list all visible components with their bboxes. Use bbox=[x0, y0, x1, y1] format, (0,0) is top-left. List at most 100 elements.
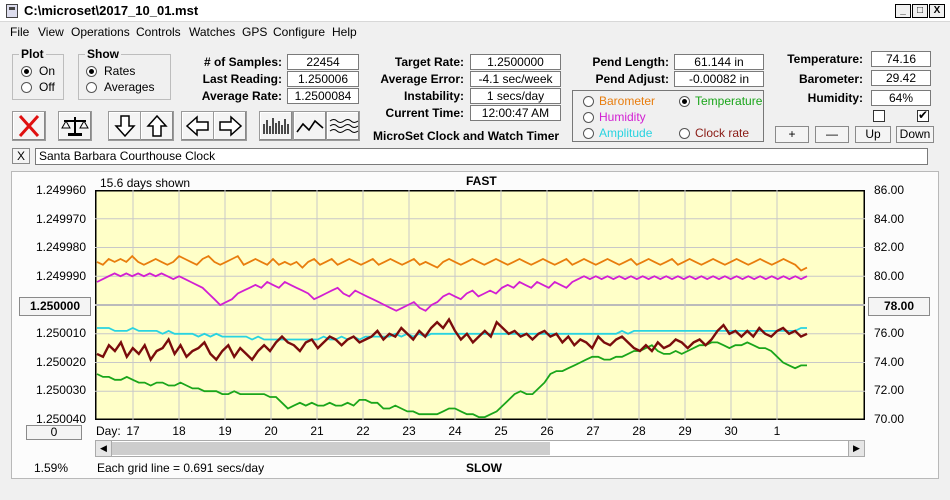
temperature-radio[interactable] bbox=[679, 96, 690, 107]
humidity-checkbox[interactable] bbox=[917, 108, 929, 122]
sensor-select-group: Barometer Temperature Humidity Amplitude… bbox=[572, 90, 764, 142]
scroll-thumb[interactable] bbox=[112, 442, 550, 455]
barometer-label: Barometer: bbox=[798, 72, 863, 86]
samples-label: # of Samples: bbox=[203, 55, 282, 69]
amplitude-radio[interactable] bbox=[583, 128, 594, 139]
pend-length-field[interactable]: 61.144 in bbox=[674, 54, 764, 70]
show-averages-radio[interactable] bbox=[86, 82, 97, 93]
offset-button[interactable]: 0 bbox=[26, 425, 82, 440]
scale-plus-button[interactable]: + bbox=[775, 126, 809, 143]
line-view-button[interactable] bbox=[293, 111, 327, 141]
y-tick-right: 70.00 bbox=[874, 412, 905, 426]
y-tick-left: 1.250010 bbox=[35, 326, 86, 340]
rate-plot[interactable] bbox=[95, 190, 865, 420]
plot-off-radio[interactable] bbox=[21, 82, 32, 93]
center-sensor-button[interactable]: 78.00 bbox=[868, 297, 930, 316]
y-tick-right: 86.00 bbox=[874, 183, 905, 197]
show-group-legend: Show bbox=[85, 47, 121, 61]
menu-operations[interactable]: Operations bbox=[71, 25, 130, 39]
wave-view-button[interactable] bbox=[326, 111, 360, 141]
grid-note-label: Each grid line = 0.691 secs/day bbox=[97, 461, 265, 475]
x-icon bbox=[18, 114, 40, 138]
instability-label: Instability: bbox=[403, 89, 464, 103]
scroll-left-button[interactable] bbox=[181, 111, 215, 141]
target-rate-field[interactable]: 1.2500000 bbox=[470, 54, 561, 70]
y-tick-left: 1.250020 bbox=[35, 355, 86, 369]
bar-view-button[interactable] bbox=[259, 111, 293, 141]
center-rate-button[interactable]: 1.250000 bbox=[19, 297, 91, 316]
maximize-button[interactable]: □ bbox=[912, 4, 928, 18]
y-tick-left: 1.250040 bbox=[35, 412, 86, 426]
menu-view[interactable]: View bbox=[38, 25, 64, 39]
scale-minus-button[interactable]: — bbox=[815, 126, 849, 143]
x-tick: 1 bbox=[773, 424, 781, 438]
day-axis-label: Day: bbox=[96, 424, 121, 438]
x-tick: 25 bbox=[494, 424, 508, 438]
close-button[interactable]: X bbox=[929, 4, 945, 18]
clear-watch-button[interactable]: X bbox=[12, 148, 30, 164]
bar-graph-icon bbox=[263, 118, 289, 134]
scale-down-button[interactable]: Down bbox=[896, 126, 934, 143]
barometer-field: 29.42 bbox=[871, 70, 931, 86]
x-tick: 22 bbox=[356, 424, 370, 438]
window-title: C:\microset\2017_10_01.mst bbox=[24, 3, 199, 18]
show-rates-label: Rates bbox=[104, 64, 136, 78]
pend-adjust-field: -0.00082 in bbox=[674, 71, 764, 87]
percent-label: 1.59% bbox=[34, 461, 69, 475]
wave-icon bbox=[329, 119, 359, 133]
stop-button[interactable] bbox=[12, 111, 46, 141]
app-icon[interactable] bbox=[6, 4, 18, 18]
clock-rate-radio[interactable] bbox=[679, 128, 690, 139]
scroll-right-button[interactable] bbox=[213, 111, 247, 141]
scroll-left-arrow[interactable]: ◀ bbox=[96, 441, 112, 456]
barometer-radio-label: Barometer bbox=[599, 94, 656, 108]
menu-file[interactable]: File bbox=[10, 25, 30, 39]
menu-help[interactable]: Help bbox=[332, 25, 357, 39]
show-rates-radio[interactable] bbox=[86, 66, 97, 77]
arrow-left-icon bbox=[185, 115, 209, 137]
menu-gps[interactable]: GPS bbox=[242, 25, 268, 39]
fast-label: FAST bbox=[466, 174, 497, 188]
menu-watches[interactable]: Watches bbox=[189, 25, 236, 39]
x-tick: 27 bbox=[586, 424, 600, 438]
chart-scrollbar[interactable]: ◀ ▶ bbox=[95, 440, 865, 457]
temperature-field: 74.16 bbox=[871, 51, 931, 67]
watch-name-input[interactable]: Santa Barbara Courthouse Clock bbox=[35, 148, 928, 165]
humidity-label: Humidity: bbox=[807, 91, 863, 105]
samples-field: 22454 bbox=[287, 54, 359, 70]
average-rate-field: 1.2500084 bbox=[287, 88, 359, 104]
x-tick: 21 bbox=[310, 424, 324, 438]
x-tick: 24 bbox=[448, 424, 462, 438]
y-tick-left: 1.249990 bbox=[35, 269, 86, 283]
last-reading-label: Last Reading: bbox=[202, 72, 282, 86]
temperature-label: Temperature: bbox=[787, 52, 863, 66]
minimize-button[interactable]: _ bbox=[895, 4, 911, 18]
series-clock-rate bbox=[96, 317, 808, 363]
menu-configure[interactable]: Configure bbox=[273, 25, 326, 39]
y-tick-left: 1.249980 bbox=[35, 240, 86, 254]
series-humidity bbox=[96, 272, 808, 312]
menu-controls[interactable]: Controls bbox=[136, 25, 181, 39]
scale-up-button[interactable]: Up bbox=[855, 126, 891, 143]
arrow-right-icon bbox=[219, 115, 243, 137]
current-time-label: Current Time: bbox=[385, 106, 464, 120]
temperature-checkbox[interactable] bbox=[873, 110, 885, 122]
last-reading-field: 1.250006 bbox=[287, 71, 359, 87]
plot-on-radio[interactable] bbox=[21, 66, 32, 77]
scroll-down-button[interactable] bbox=[108, 111, 142, 141]
x-tick: 18 bbox=[172, 424, 186, 438]
humidity-radio[interactable] bbox=[583, 112, 594, 123]
plot-off-label: Off bbox=[39, 80, 55, 94]
balance-button[interactable] bbox=[58, 111, 92, 141]
arrow-down-icon bbox=[114, 115, 136, 138]
y-tick-left: 1.249970 bbox=[35, 212, 86, 226]
series-lines bbox=[96, 254, 808, 419]
show-group: Show Rates Averages bbox=[78, 47, 171, 100]
x-tick: 19 bbox=[218, 424, 232, 438]
scroll-up-button[interactable] bbox=[140, 111, 174, 141]
barometer-radio[interactable] bbox=[583, 96, 594, 107]
x-tick: 17 bbox=[126, 424, 140, 438]
scroll-right-arrow[interactable]: ▶ bbox=[848, 441, 864, 456]
x-tick: 23 bbox=[402, 424, 416, 438]
temperature-radio-label: Temperature bbox=[695, 94, 763, 108]
